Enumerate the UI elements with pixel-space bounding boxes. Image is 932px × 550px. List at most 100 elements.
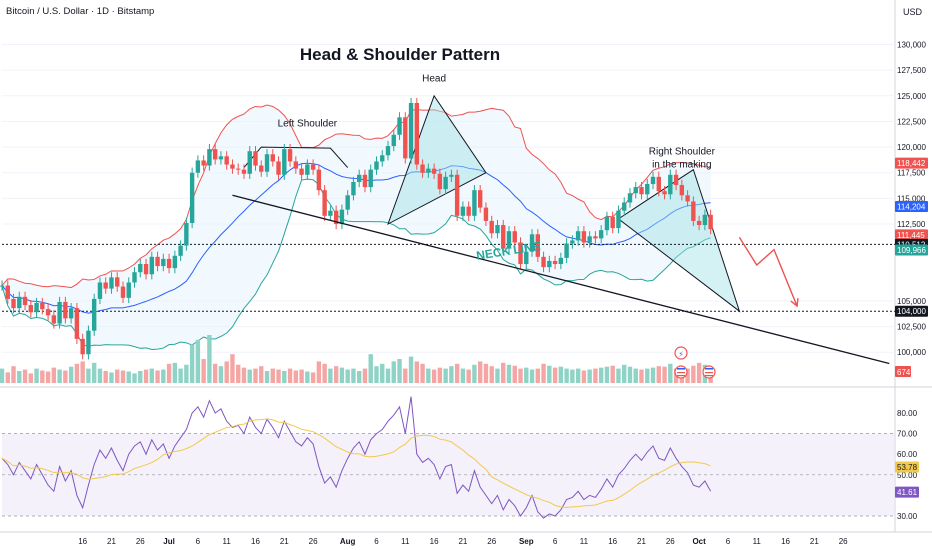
candle-body (17, 296, 22, 309)
price-tag (895, 305, 928, 317)
rsi-value-tag (895, 461, 919, 473)
candle-body (115, 277, 120, 287)
candle-body (449, 174, 454, 177)
candle-body (385, 146, 391, 156)
x-tick-label: 21 (458, 537, 467, 546)
candle-body (264, 154, 270, 172)
candle-body (397, 117, 402, 135)
candle-body (310, 164, 316, 170)
volume-tag (895, 366, 911, 377)
candle-body (650, 176, 656, 185)
left-shoulder-outline (243, 146, 349, 168)
candle-body (685, 195, 690, 202)
annotation-label: Head (422, 73, 446, 84)
volume-bar (506, 364, 512, 383)
volume-bar (420, 363, 425, 383)
candle-body (374, 161, 379, 170)
volume-bar (362, 368, 368, 383)
candle-body (408, 102, 414, 159)
candle-body (132, 272, 137, 283)
y-tick-label: 105,000 (897, 297, 926, 306)
candle-body (293, 161, 299, 169)
volume-bar (161, 369, 166, 383)
x-tick-label: 11 (580, 537, 589, 546)
candle-body (143, 264, 149, 275)
volume-bar (212, 363, 218, 383)
bollinger-band-fill (2, 104, 711, 350)
volume-bar (80, 361, 85, 383)
candle-body (45, 309, 51, 316)
candle-body (380, 155, 385, 162)
bollinger-upper (1, 104, 711, 289)
volume-bar (287, 368, 293, 383)
volume-bar (322, 363, 327, 383)
rsi-value-label: 41.61 (897, 488, 918, 497)
volume-bar (218, 366, 224, 383)
x-tick-label: 11 (753, 537, 762, 546)
price-tag-label: 104,000 (897, 307, 926, 316)
volume-bar (328, 368, 333, 383)
volume-bar (0, 368, 5, 383)
candle-body (201, 160, 206, 166)
volume-bar (45, 371, 51, 383)
volume-bar (63, 370, 68, 383)
candle-body (501, 225, 506, 249)
volume-bar (189, 344, 195, 383)
candle-body (155, 256, 160, 267)
candle-body (247, 151, 252, 174)
bollinger-lower (1, 178, 711, 350)
volume-bar (587, 369, 592, 383)
volume-bar (535, 368, 540, 383)
candle-body (218, 156, 224, 160)
volume-bar (547, 365, 552, 383)
volume-bar (339, 367, 345, 383)
candle-body (679, 185, 685, 196)
y-tick-label: 115,000 (897, 194, 926, 203)
candle-body (414, 102, 420, 165)
candle-body (506, 231, 512, 249)
price-tag-label: 111,445 (897, 231, 925, 240)
volume-bar (662, 366, 667, 383)
candle-body (668, 174, 673, 195)
volume-bar (558, 366, 564, 383)
volume-bar (691, 365, 696, 383)
candle-body (241, 169, 247, 174)
rsi-line (1, 396, 712, 519)
volume-bar (564, 368, 569, 383)
volume-bar (477, 361, 483, 383)
candle-body (74, 308, 80, 339)
candle-body (97, 282, 103, 299)
volume-bar (374, 366, 379, 383)
candle-body (362, 174, 368, 188)
volume-bar (91, 362, 97, 383)
volume-bar (68, 366, 74, 383)
volume-bar (460, 368, 466, 383)
candle-body (622, 202, 627, 211)
rsi-tick-label: 30.00 (897, 512, 918, 521)
candle-body (426, 168, 431, 173)
candle-body (0, 285, 5, 287)
volume-bar (155, 370, 160, 383)
candle-body (437, 173, 443, 190)
candle-body (552, 260, 558, 265)
candle-body (345, 195, 350, 210)
candle-body (639, 187, 644, 195)
candle-body (645, 184, 650, 195)
volume-bar (668, 363, 673, 383)
bollinger-basis (1, 162, 711, 314)
volume-tag-label: 674 (897, 368, 911, 377)
volume-bar (34, 368, 39, 383)
candle-body (172, 255, 178, 269)
volume-bar (466, 369, 471, 383)
x-tick-label: Oct (692, 537, 706, 546)
volume-bar (103, 371, 108, 383)
volume-bar (333, 366, 339, 383)
candle-body (610, 216, 615, 229)
rsi-value-tag (895, 486, 919, 498)
candle-body (351, 181, 356, 196)
volume-bar (391, 361, 396, 383)
volume-bar (247, 369, 252, 383)
volume-bar (449, 366, 454, 383)
volume-bar (299, 369, 304, 383)
